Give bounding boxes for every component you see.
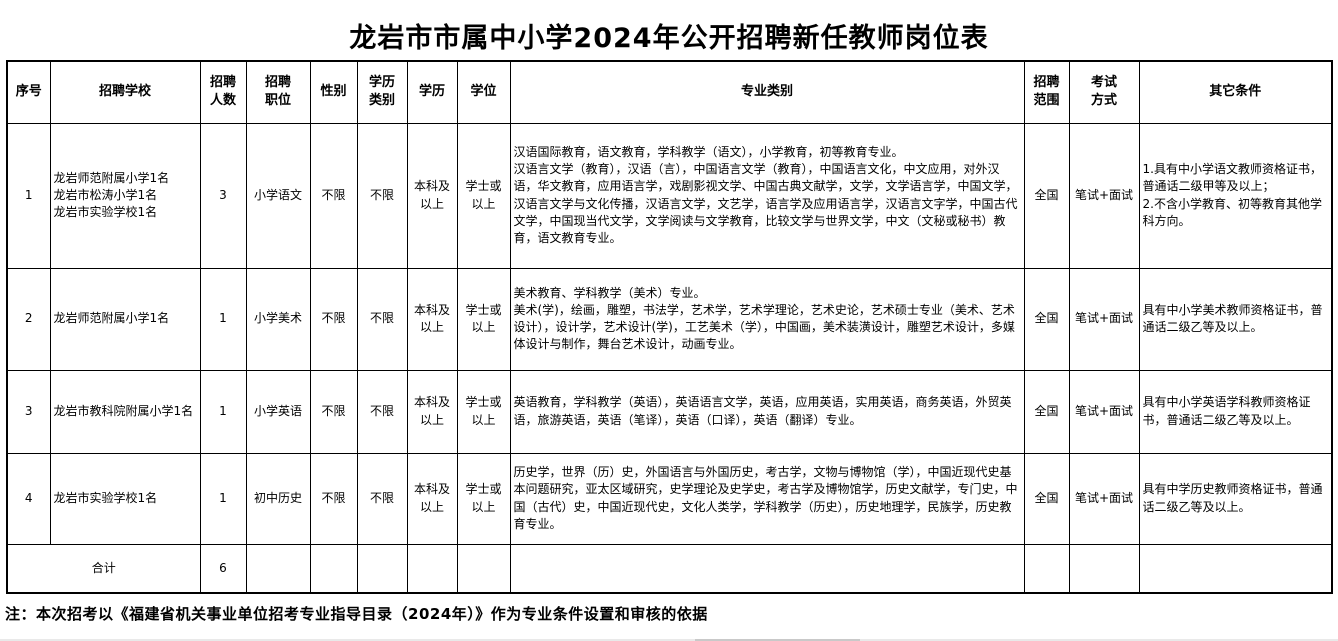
- cell-seq: 2: [6, 267, 51, 371]
- cell-other: 具有中学历史教师资格证书，普通话二级乙等及以上。: [1138, 452, 1333, 545]
- cell-degree: 学士或以上: [456, 452, 511, 545]
- header-school: 招聘学校: [49, 60, 201, 124]
- cell-position: 初中历史: [245, 452, 311, 545]
- header-gender: 性别: [309, 60, 358, 124]
- cell-school: 龙岩师范附属小学1名: [49, 267, 201, 371]
- cell-degree: 学士或以上: [456, 267, 511, 371]
- cell-scope: 全国: [1023, 369, 1070, 454]
- table-row: 2 龙岩师范附属小学1名 1 小学美术 不限 不限 本科及以上 学士或以上 美术…: [6, 267, 1333, 371]
- cell-count: 1: [199, 452, 247, 545]
- empty-cell: [309, 543, 358, 594]
- cell-exam: 笔试+面试: [1068, 452, 1140, 545]
- cell-exam: 笔试+面试: [1068, 267, 1140, 371]
- recruitment-table: 序号 招聘学校 招聘 人数 招聘 职位 性别 学历 类别 学历 学位 专业类别 …: [6, 60, 1333, 594]
- header-position: 招聘 职位: [245, 60, 311, 124]
- bottom-scrollbar-thumb[interactable]: [695, 639, 860, 641]
- empty-cell: [1068, 543, 1140, 594]
- cell-position: 小学美术: [245, 267, 311, 371]
- cell-count: 1: [199, 369, 247, 454]
- header-row: 序号 招聘学校 招聘 人数 招聘 职位 性别 学历 类别 学历 学位 专业类别 …: [6, 60, 1333, 124]
- cell-majors: 历史学，世界（历）史，外国语言与外国历史，考古学，文物与博物馆（学），中国近现代…: [509, 452, 1025, 545]
- footnote: 注：本次招考以《福建省机关事业单位招考专业指导目录（2024年）》作为专业条件设…: [5, 605, 708, 623]
- page-title: 龙岩市市属中小学2024年公开招聘新任教师岗位表: [349, 23, 989, 54]
- cell-edu-category: 不限: [356, 369, 408, 454]
- bottom-scrollbar-track: [0, 639, 1338, 641]
- cell-exam: 笔试+面试: [1068, 122, 1140, 269]
- total-row: 合计 6: [6, 543, 1333, 594]
- cell-school: 龙岩市实验学校1名: [49, 452, 201, 545]
- cell-scope: 全国: [1023, 267, 1070, 371]
- cell-edu-category: 不限: [356, 267, 408, 371]
- cell-education: 本科及以上: [406, 452, 458, 545]
- header-other: 其它条件: [1138, 60, 1333, 124]
- cell-seq: 4: [6, 452, 51, 545]
- cell-other: 1.具有中小学语文教师资格证书，普通话二级甲等及以上； 2.不含小学教育、初等教…: [1138, 122, 1333, 269]
- total-label: 合计: [6, 543, 201, 594]
- header-seq: 序号: [6, 60, 51, 124]
- cell-degree: 学士或以上: [456, 122, 511, 269]
- table-row: 1 龙岩师范附属小学1名 龙岩市松涛小学1名 龙岩市实验学校1名 3 小学语文 …: [6, 122, 1333, 269]
- cell-edu-category: 不限: [356, 452, 408, 545]
- cell-majors: 汉语国际教育，语文教育，学科教学（语文），小学教育，初等教育专业。 汉语言文学（…: [509, 122, 1025, 269]
- header-count: 招聘 人数: [199, 60, 247, 124]
- cell-gender: 不限: [309, 267, 358, 371]
- cell-position: 小学语文: [245, 122, 311, 269]
- cell-count: 1: [199, 267, 247, 371]
- header-degree: 学位: [456, 60, 511, 124]
- cell-degree: 学士或以上: [456, 369, 511, 454]
- cell-scope: 全国: [1023, 452, 1070, 545]
- cell-other: 具有中小学英语学科教师资格证书，普通话二级乙等及以上。: [1138, 369, 1333, 454]
- cell-education: 本科及以上: [406, 369, 458, 454]
- cell-edu-category: 不限: [356, 122, 408, 269]
- cell-education: 本科及以上: [406, 267, 458, 371]
- header-scope: 招聘 范围: [1023, 60, 1070, 124]
- cell-school: 龙岩师范附属小学1名 龙岩市松涛小学1名 龙岩市实验学校1名: [49, 122, 201, 269]
- cell-position: 小学英语: [245, 369, 311, 454]
- header-exam: 考试 方式: [1068, 60, 1140, 124]
- cell-school: 龙岩市教科院附属小学1名: [49, 369, 201, 454]
- empty-cell: [245, 543, 311, 594]
- cell-seq: 3: [6, 369, 51, 454]
- cell-other: 具有中小学美术教师资格证书，普通话二级乙等及以上。: [1138, 267, 1333, 371]
- cell-gender: 不限: [309, 122, 358, 269]
- cell-count: 3: [199, 122, 247, 269]
- cell-seq: 1: [6, 122, 51, 269]
- header-edu-category: 学历 类别: [356, 60, 408, 124]
- header-education: 学历: [406, 60, 458, 124]
- empty-cell: [456, 543, 511, 594]
- empty-cell: [509, 543, 1025, 594]
- header-majors: 专业类别: [509, 60, 1025, 124]
- cell-gender: 不限: [309, 452, 358, 545]
- empty-cell: [1023, 543, 1070, 594]
- cell-education: 本科及以上: [406, 122, 458, 269]
- empty-cell: [356, 543, 408, 594]
- cell-exam: 笔试+面试: [1068, 369, 1140, 454]
- total-count: 6: [199, 543, 247, 594]
- cell-scope: 全国: [1023, 122, 1070, 269]
- empty-cell: [1138, 543, 1333, 594]
- cell-majors: 英语教育，学科教学（英语），英语语言文学，英语，应用英语，实用英语，商务英语，外…: [509, 369, 1025, 454]
- table-row: 3 龙岩市教科院附属小学1名 1 小学英语 不限 不限 本科及以上 学士或以上 …: [6, 369, 1333, 454]
- table-row: 4 龙岩市实验学校1名 1 初中历史 不限 不限 本科及以上 学士或以上 历史学…: [6, 452, 1333, 545]
- cell-gender: 不限: [309, 369, 358, 454]
- cell-majors: 美术教育、学科教学（美术）专业。 美术(学)，绘画，雕塑，书法学，艺术学，艺术学…: [509, 267, 1025, 371]
- empty-cell: [406, 543, 458, 594]
